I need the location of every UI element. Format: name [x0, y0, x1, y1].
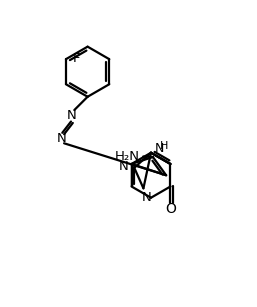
- Text: N: N: [57, 132, 66, 145]
- Text: O: O: [165, 202, 176, 216]
- Text: N: N: [119, 160, 129, 173]
- Text: H₂N: H₂N: [115, 150, 140, 163]
- Text: N: N: [142, 191, 151, 204]
- Text: F: F: [72, 52, 80, 65]
- Text: N: N: [67, 109, 77, 122]
- Text: N: N: [154, 142, 164, 155]
- Text: H: H: [160, 141, 169, 150]
